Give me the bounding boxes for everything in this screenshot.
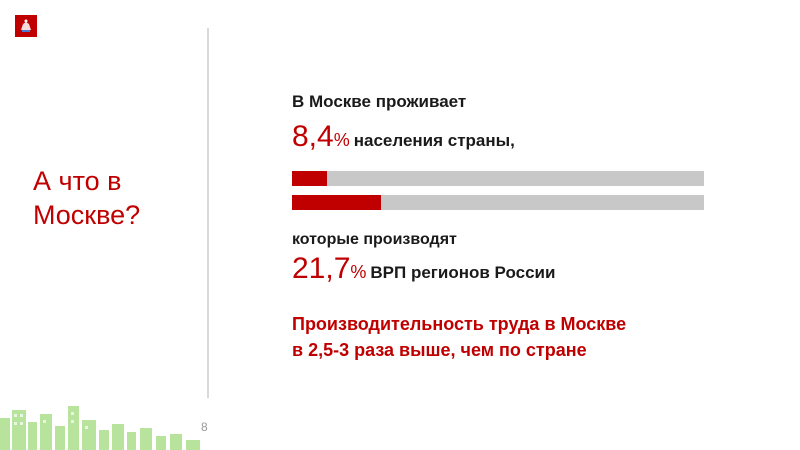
grp-bar-fill: [292, 195, 382, 210]
population-text: населения страны,: [353, 131, 515, 150]
population-bar-fill: [292, 171, 327, 186]
section-title-line1: А что в: [33, 166, 122, 196]
conclusion-line2: в 2,5-3 раза выше, чем по стране: [292, 340, 587, 360]
grp-line: 21,7% ВРП регионов России: [292, 252, 555, 286]
population-bar: [292, 171, 704, 186]
vertical-divider: [207, 28, 209, 398]
moscow-coat-of-arms-icon: [15, 15, 37, 37]
conclusion-text: Производительность труда в Москве в 2,5-…: [292, 311, 752, 363]
city-skyline-icon: [0, 406, 200, 450]
section-title: А что в Москве?: [33, 164, 193, 232]
population-unit: %: [333, 130, 350, 150]
conclusion-line1: Производительность труда в Москве: [292, 314, 627, 334]
grp-unit: %: [350, 262, 367, 282]
section-title-line2: Москве?: [33, 200, 141, 230]
grp-text: ВРП регионов России: [370, 263, 556, 282]
intro-text: В Москве проживает: [292, 92, 467, 111]
page-number: 8: [201, 420, 208, 434]
subtitle-text: которые производят: [292, 231, 457, 248]
population-line: 8,4% населения страны,: [292, 120, 515, 154]
grp-value: 21,7: [292, 252, 351, 285]
population-value: 8,4: [292, 120, 334, 153]
grp-bar: [292, 195, 704, 210]
